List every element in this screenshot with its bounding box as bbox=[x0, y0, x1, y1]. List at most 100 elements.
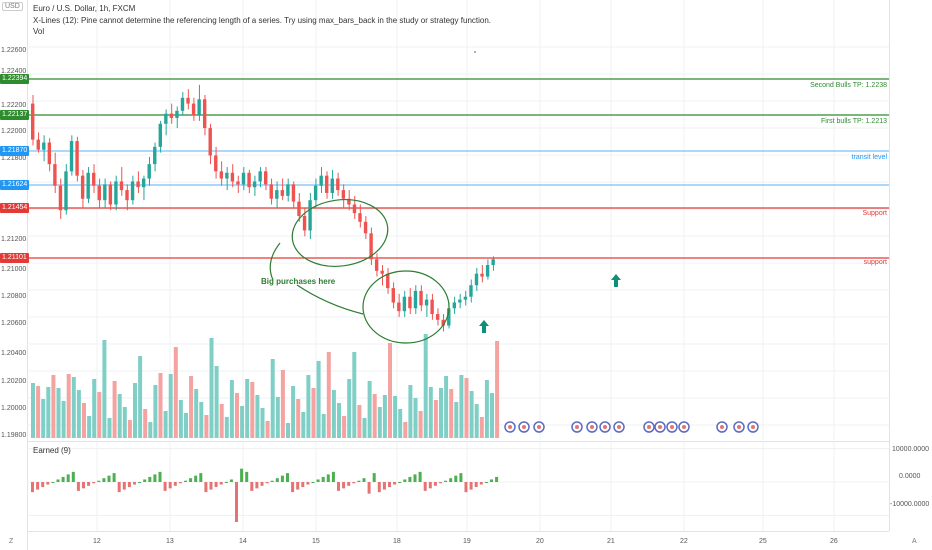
economic-event-icon-dot bbox=[617, 425, 621, 429]
candle-body bbox=[363, 221, 368, 234]
candle-body bbox=[352, 204, 357, 214]
volume-bar bbox=[428, 387, 433, 438]
volume-bar bbox=[46, 387, 51, 438]
candle-body bbox=[408, 296, 412, 309]
earned-bar bbox=[403, 479, 407, 482]
price-axis-label: 1.19800 bbox=[1, 432, 27, 439]
earned-chart[interactable] bbox=[27, 442, 889, 532]
time-axis-label: 22 bbox=[680, 538, 688, 545]
price-tag: 1.22394 bbox=[0, 74, 30, 84]
candle-body bbox=[236, 181, 240, 185]
candle-body bbox=[164, 113, 168, 124]
indicator-title: Earned (9) bbox=[33, 446, 71, 455]
candle-body bbox=[474, 273, 479, 286]
earned-bar bbox=[184, 480, 187, 482]
candle-body bbox=[347, 198, 351, 205]
price-tag: 1.21870 bbox=[0, 146, 30, 156]
earned-bar bbox=[240, 468, 244, 482]
volume-bar bbox=[82, 403, 86, 438]
candle-body bbox=[97, 185, 101, 201]
earned-bar bbox=[163, 482, 167, 491]
economic-event-icon-dot bbox=[575, 425, 579, 429]
earned-bar bbox=[36, 482, 40, 490]
annotation-stroke[interactable] bbox=[296, 284, 364, 315]
volume-bar bbox=[291, 386, 296, 438]
candle-body bbox=[430, 299, 434, 315]
volume-bar bbox=[444, 376, 449, 438]
volume-bar bbox=[337, 403, 341, 438]
volume-bar bbox=[464, 378, 469, 438]
volume-bar bbox=[173, 347, 178, 438]
annotation-ellipse[interactable] bbox=[362, 270, 450, 344]
earned-bar bbox=[127, 482, 131, 488]
earned-bar bbox=[408, 476, 412, 482]
zoom-icon[interactable]: Z bbox=[9, 538, 14, 545]
candle-body bbox=[341, 190, 346, 199]
annotation-ellipse[interactable] bbox=[288, 194, 392, 273]
volume-bar bbox=[66, 374, 71, 438]
candle-body bbox=[108, 184, 113, 205]
annotation-text[interactable]: Big purchases here bbox=[261, 277, 336, 286]
earned-bar bbox=[306, 482, 310, 485]
annotation-stroke[interactable] bbox=[269, 242, 281, 281]
time-axis-label: 15 bbox=[312, 538, 320, 545]
earned-bar bbox=[311, 482, 315, 483]
currency-badge[interactable]: USD bbox=[2, 2, 23, 11]
time-axis-label: 18 bbox=[393, 538, 401, 545]
volume-bar bbox=[357, 405, 362, 438]
earned-bar bbox=[286, 473, 289, 482]
earned-bar bbox=[122, 482, 126, 490]
earned-bar bbox=[178, 482, 182, 484]
earned-bar bbox=[153, 474, 157, 482]
auto-scale-button[interactable]: A bbox=[912, 538, 917, 545]
candle-body bbox=[114, 181, 118, 205]
main-chart-pane[interactable] bbox=[27, 0, 889, 440]
time-axis[interactable] bbox=[27, 531, 889, 550]
earned-bar bbox=[168, 482, 172, 489]
indicator-pane[interactable] bbox=[27, 441, 889, 532]
earned-bar bbox=[204, 482, 208, 493]
volume-bar bbox=[469, 391, 474, 438]
candle-body bbox=[208, 128, 212, 156]
volume-bar bbox=[184, 413, 188, 438]
earned-bar bbox=[372, 473, 376, 482]
earned-bar bbox=[347, 482, 351, 486]
earned-bar bbox=[316, 479, 320, 482]
price-axis-label: 1.22000 bbox=[1, 128, 27, 135]
price-chart[interactable] bbox=[27, 0, 889, 440]
indicator-axis-zero: 0.0000 bbox=[899, 473, 921, 480]
volume-bar bbox=[122, 407, 127, 438]
candle-body bbox=[92, 172, 96, 186]
price-tag: 1.21101 bbox=[0, 253, 29, 263]
up-arrow-icon[interactable] bbox=[611, 274, 621, 287]
candle-body bbox=[252, 181, 257, 188]
price-tag: 1.21454 bbox=[0, 203, 30, 213]
earned-bar bbox=[138, 482, 142, 483]
candle-body bbox=[219, 171, 224, 179]
earned-bar bbox=[326, 474, 330, 482]
candle-body bbox=[119, 181, 124, 191]
volume-bar bbox=[240, 406, 245, 438]
price-axis[interactable] bbox=[889, 0, 932, 531]
candle-body bbox=[358, 213, 362, 222]
volume-bar bbox=[97, 392, 102, 438]
candle-body bbox=[191, 103, 196, 116]
volume-bar bbox=[158, 373, 163, 438]
volume-bar bbox=[270, 359, 275, 438]
earned-bar bbox=[449, 478, 453, 482]
up-arrow-icon[interactable] bbox=[479, 320, 489, 333]
candle-body bbox=[130, 181, 135, 201]
candle-body bbox=[313, 185, 318, 201]
earned-bar bbox=[270, 480, 274, 482]
volume-bar bbox=[495, 341, 500, 438]
drawing-toolbar[interactable] bbox=[0, 0, 28, 550]
volume-bar bbox=[479, 417, 484, 438]
candle-body bbox=[419, 290, 423, 306]
earned-bar bbox=[117, 482, 121, 493]
earned-bar bbox=[173, 482, 177, 486]
volume-bar bbox=[61, 401, 66, 438]
candle-body bbox=[297, 201, 301, 217]
economic-event-icon-dot bbox=[537, 425, 541, 429]
price-axis-label: 1.22600 bbox=[1, 47, 27, 54]
